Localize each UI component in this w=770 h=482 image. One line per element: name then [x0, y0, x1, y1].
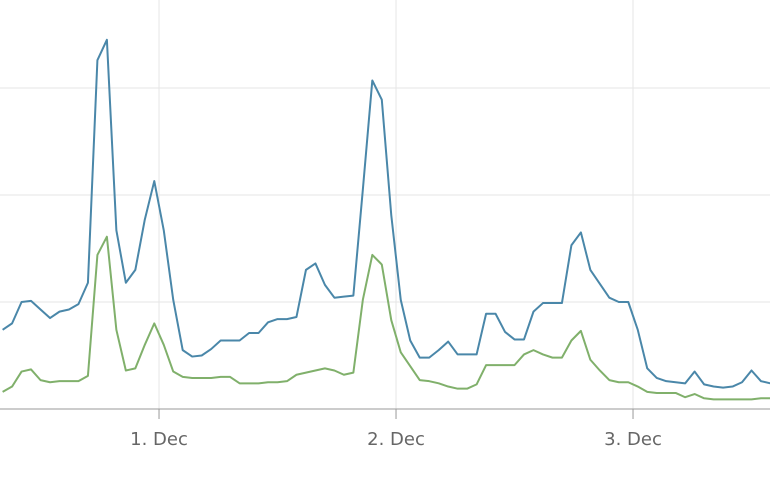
series-line	[2, 38, 770, 389]
x-tick-label: 3. Dec	[604, 429, 662, 450]
x-tick-label: 2. Dec	[367, 429, 425, 450]
x-tick-label: 1. Dec	[130, 429, 188, 450]
series-line	[2, 235, 770, 401]
